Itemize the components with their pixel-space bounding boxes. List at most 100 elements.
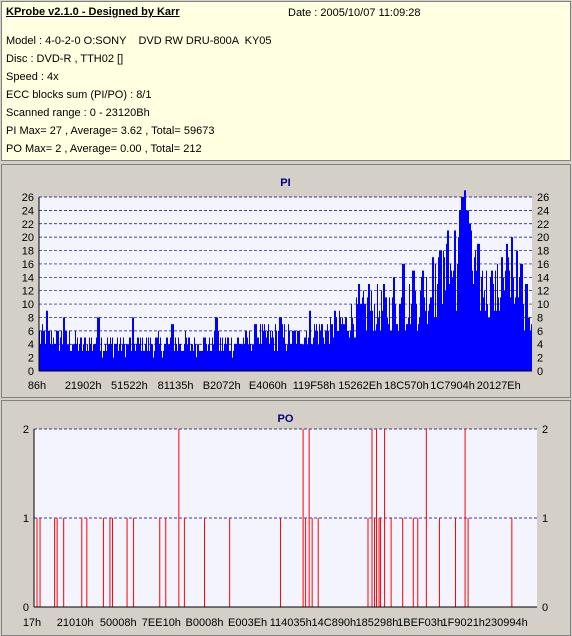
pi-bar xyxy=(95,344,96,371)
pi-bar xyxy=(472,270,473,371)
pi-bar xyxy=(445,290,446,371)
pi-bar xyxy=(304,337,305,371)
pi-bar xyxy=(113,357,114,371)
pi-bar xyxy=(463,197,464,371)
pi-bar xyxy=(321,324,322,371)
pi-bar xyxy=(175,337,176,371)
pi-bar xyxy=(322,324,323,371)
pi-bar xyxy=(288,324,289,371)
pi-bar xyxy=(240,344,241,371)
pi-bar xyxy=(203,337,204,371)
pi-bar xyxy=(506,243,507,371)
pi-bar xyxy=(42,324,43,371)
pi-bar xyxy=(74,344,75,371)
pi-bar xyxy=(439,250,440,371)
pi-bar xyxy=(330,317,331,371)
pi-bar xyxy=(209,337,210,371)
pi-bar xyxy=(89,337,90,371)
pi-bar xyxy=(508,257,509,371)
pi-bar xyxy=(108,344,109,371)
pi-bar xyxy=(335,310,336,371)
pi-bar xyxy=(229,350,230,371)
pi-bar xyxy=(432,257,433,371)
pi-bar xyxy=(109,344,110,371)
pi-bar xyxy=(311,344,312,371)
pi-bar xyxy=(409,284,410,371)
y-tick-label-right: 14 xyxy=(537,272,549,284)
pi-bar xyxy=(220,337,221,371)
y-tick-label: 22 xyxy=(22,219,34,231)
pi-bar xyxy=(421,277,422,371)
pi-bar xyxy=(378,317,379,371)
pi-bar xyxy=(107,337,108,371)
pi-bar xyxy=(331,324,332,371)
pi-bar xyxy=(415,290,416,371)
pi-bar xyxy=(381,290,382,371)
y-tick-label: 2 xyxy=(28,353,34,365)
pi-bar xyxy=(248,344,249,371)
pi-bar xyxy=(522,263,523,371)
pi-bar xyxy=(221,350,222,371)
pi-bar xyxy=(403,263,404,371)
pi-bar xyxy=(285,344,286,371)
pi-bar xyxy=(66,330,67,371)
pi-bar xyxy=(194,337,195,371)
pi-bar xyxy=(212,337,213,371)
pi-bar xyxy=(277,350,278,371)
x-tick-label: 51522h xyxy=(111,380,148,392)
pi-bar xyxy=(523,304,524,371)
pi-bar xyxy=(366,330,367,371)
pi-chart-panel: PI 0 0 2 2 4 4 6 6 8 8 10 10 12 12 14 14 16 16 18 18 20 20 22 22… xyxy=(1,164,571,398)
pi-bar xyxy=(434,317,435,371)
pi-bar xyxy=(92,350,93,371)
pi-bar xyxy=(435,263,436,371)
pi-bar xyxy=(125,357,126,371)
x-tick-label: 119F58h xyxy=(293,380,336,392)
pi-bar xyxy=(348,330,349,371)
pi-bar xyxy=(476,270,477,371)
pi-bar xyxy=(173,324,174,371)
y-tick-label-right: 24 xyxy=(537,205,549,217)
pi-bar xyxy=(96,337,97,371)
pi-bar xyxy=(157,337,158,371)
x-tick-label: 17h xyxy=(23,617,41,629)
y-tick-label-right: 22 xyxy=(537,219,549,231)
pi-bar xyxy=(373,330,374,371)
pi-bar xyxy=(132,317,133,371)
pi-bar xyxy=(516,250,517,371)
pi-bar xyxy=(370,310,371,371)
y-tick-label-right: 0 xyxy=(542,602,548,614)
pi-bar xyxy=(253,344,254,371)
pi-bar xyxy=(429,304,430,371)
pi-bar xyxy=(500,297,501,371)
pi-bar xyxy=(98,317,99,371)
x-tick-label: E003Eh xyxy=(228,617,267,629)
pi-bar xyxy=(223,350,224,371)
pi-bar xyxy=(300,344,301,371)
pi-bar xyxy=(214,330,215,371)
pi-bar xyxy=(386,297,387,371)
pi-bar xyxy=(426,277,427,371)
pi-bar xyxy=(413,270,414,371)
pi-bar xyxy=(180,344,181,371)
pi-bar xyxy=(270,330,271,371)
y-tick-label: 0 xyxy=(28,366,34,378)
pi-bar xyxy=(518,297,519,371)
pi-bar xyxy=(312,344,313,371)
y-tick-label: 16 xyxy=(22,259,34,271)
pi-bar xyxy=(262,324,263,371)
pi-bar xyxy=(527,284,528,371)
x-tick-label: 81135h xyxy=(158,380,194,392)
pi-bar xyxy=(444,257,445,371)
pi-bar xyxy=(319,324,320,371)
pi-bar xyxy=(231,337,232,371)
pi-bar xyxy=(171,324,172,371)
pi-bar xyxy=(450,263,451,371)
pi-bar xyxy=(153,357,154,371)
pi-bar xyxy=(138,337,139,371)
pi-bar xyxy=(41,330,42,371)
pi-bar xyxy=(246,330,247,371)
pi-bar xyxy=(525,284,526,371)
pi-bar xyxy=(43,330,44,371)
pi-bar xyxy=(397,324,398,371)
